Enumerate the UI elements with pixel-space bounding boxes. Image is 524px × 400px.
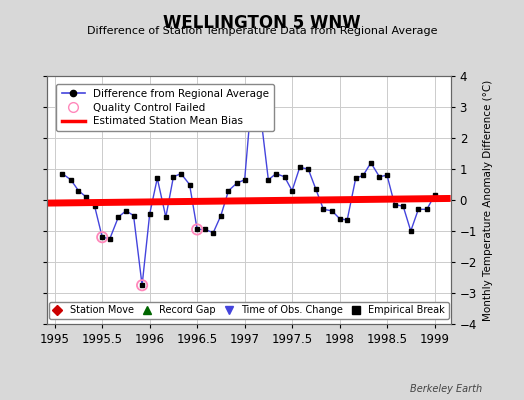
Point [138, 282, 146, 288]
Legend: Station Move, Record Gap, Time of Obs. Change, Empirical Break: Station Move, Record Gap, Time of Obs. C… [49, 302, 449, 319]
Text: Berkeley Earth: Berkeley Earth [410, 384, 482, 394]
Point [193, 226, 201, 233]
Text: Difference of Station Temperature Data from Regional Average: Difference of Station Temperature Data f… [87, 26, 437, 36]
Point [98, 234, 106, 240]
Y-axis label: Monthly Temperature Anomaly Difference (°C): Monthly Temperature Anomaly Difference (… [483, 79, 493, 321]
Text: WELLINGTON 5 WNW: WELLINGTON 5 WNW [163, 14, 361, 32]
